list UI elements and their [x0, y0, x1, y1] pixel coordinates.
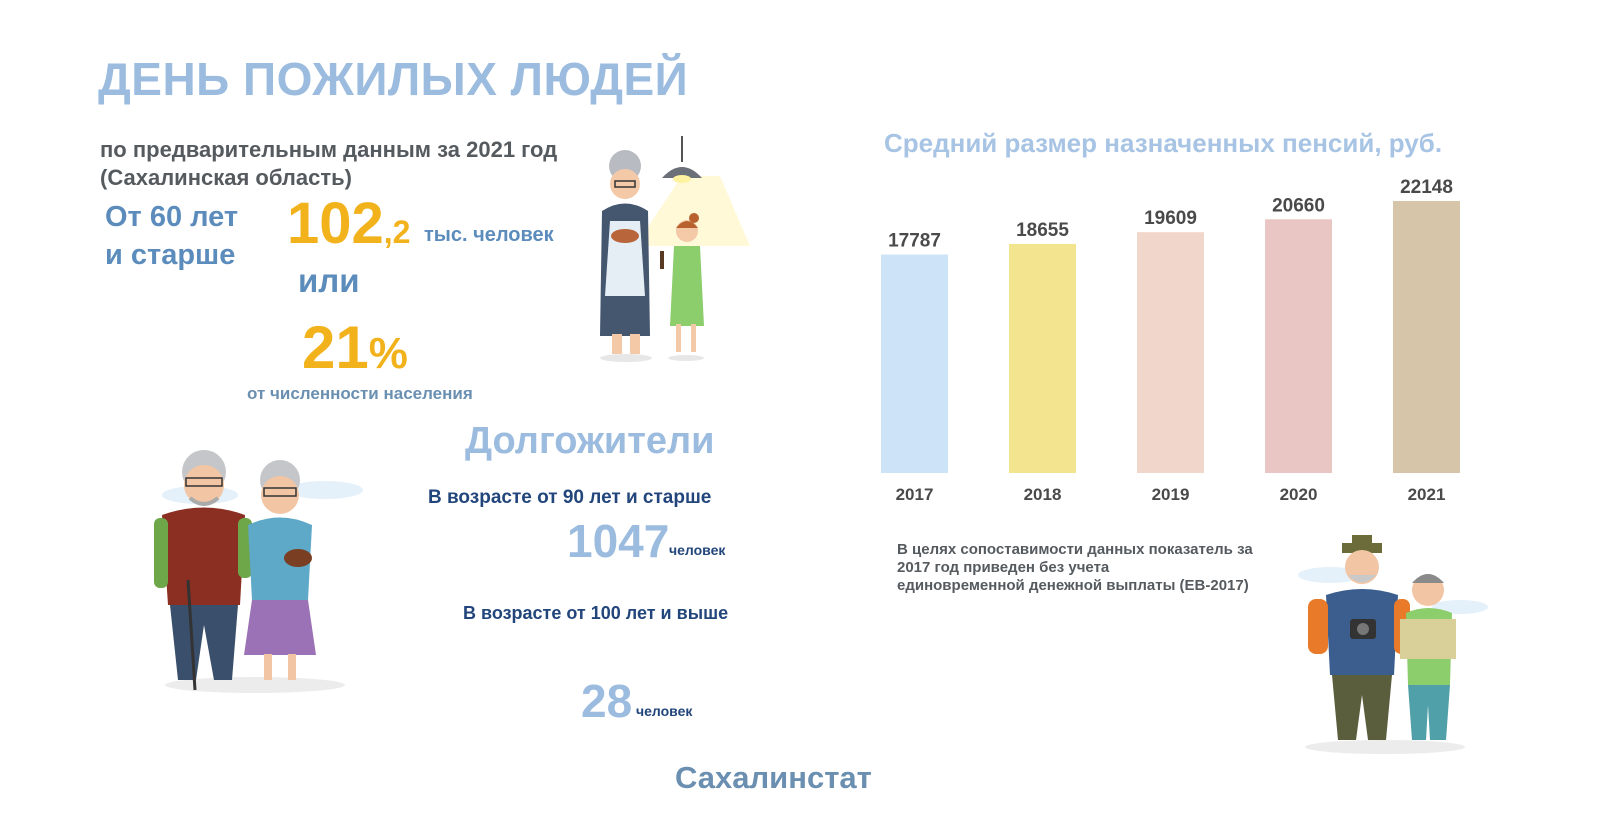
age-90-label: В возрасте от 90 лет и старше: [428, 487, 712, 508]
bar-value-label-2017: 17787: [888, 231, 941, 252]
bar-2020: [1265, 219, 1332, 473]
elderly-count: 102,2: [287, 190, 410, 257]
elderly-count-unit: тыс. человек: [424, 224, 554, 246]
source-footer: Сахалинстат: [675, 760, 872, 795]
chart-title: Средний размер назначенных пенсий, руб.: [884, 128, 1443, 158]
or-text: или: [298, 262, 360, 299]
longevity-title: Долгожители: [465, 420, 715, 462]
chart-note: В целях сопоставимости данных показатель…: [897, 541, 1277, 595]
age-100-label: В возрасте от 100 лет и выше: [463, 603, 729, 623]
bar-2021: [1393, 201, 1460, 473]
bar-value-label-2018: 18655: [1016, 220, 1069, 241]
elderly-couple-illustration: [154, 450, 363, 693]
elderly-share-unit: %: [368, 329, 408, 378]
x-tick-label-2017: 2017: [896, 485, 934, 504]
elderly-share-caption: от численности населения: [247, 384, 473, 403]
age-60-line-2: и старше: [105, 239, 236, 271]
page-title: ДЕНЬ ПОЖИЛЫХ ЛЮДЕЙ: [98, 53, 689, 105]
age-60-line-1: От 60 лет: [105, 201, 239, 233]
x-tick-label-2019: 2019: [1152, 485, 1190, 504]
age-90-value: 1047: [567, 515, 670, 567]
bar-2018: [1009, 243, 1076, 473]
pension-bar-chart: 17787 2017 18655 2018 19609 2019 20660 2020 2214…: [881, 177, 1460, 504]
age-90-unit: человек: [669, 542, 726, 558]
age-60-label: От 60 лет и старше: [105, 198, 238, 274]
note-line-2: 2017 год приведен без учета: [897, 559, 1110, 576]
note-line-1: В целях сопоставимости данных показатель…: [897, 541, 1253, 558]
x-tick-label-2018: 2018: [1024, 485, 1062, 504]
bar-value-label-2019: 19609: [1144, 208, 1197, 229]
elderly-count-int: 102: [287, 191, 384, 256]
page-subtitle: по предварительным данным за 2021 год (С…: [100, 136, 557, 192]
grandmother-girl-illustration: [600, 136, 750, 362]
subtitle-line-1: по предварительным данным за 2021 год: [100, 137, 558, 162]
tourist-couple-illustration: [1298, 535, 1488, 754]
note-line-3: единовременной денежной выплаты (ЕВ-2017…: [897, 577, 1249, 594]
x-tick-label-2021: 2021: [1408, 485, 1446, 504]
bar-2017: [881, 254, 948, 473]
age-100-unit: человек: [636, 703, 693, 719]
elderly-count-decimal: ,2: [383, 214, 411, 250]
bar-2019: [1137, 232, 1204, 473]
bar-value-label-2020: 20660: [1272, 195, 1325, 216]
age-100-value: 28: [581, 675, 633, 727]
x-tick-label-2020: 2020: [1280, 485, 1318, 504]
bar-value-label-2021: 22148: [1400, 177, 1453, 198]
elderly-share-value: 21: [302, 314, 369, 381]
elderly-share: 21%: [302, 313, 408, 382]
subtitle-line-2: (Сахалинская область): [100, 165, 352, 190]
